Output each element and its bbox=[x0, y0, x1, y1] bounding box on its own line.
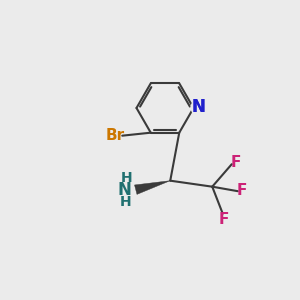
Text: N: N bbox=[192, 98, 206, 116]
Text: N: N bbox=[117, 181, 131, 199]
Text: H: H bbox=[120, 195, 132, 209]
Polygon shape bbox=[134, 181, 170, 194]
Text: F: F bbox=[237, 183, 247, 198]
Text: Br: Br bbox=[105, 128, 124, 142]
Text: F: F bbox=[219, 212, 230, 226]
Text: F: F bbox=[231, 155, 242, 170]
Text: N: N bbox=[192, 98, 206, 116]
Text: H: H bbox=[121, 171, 133, 185]
